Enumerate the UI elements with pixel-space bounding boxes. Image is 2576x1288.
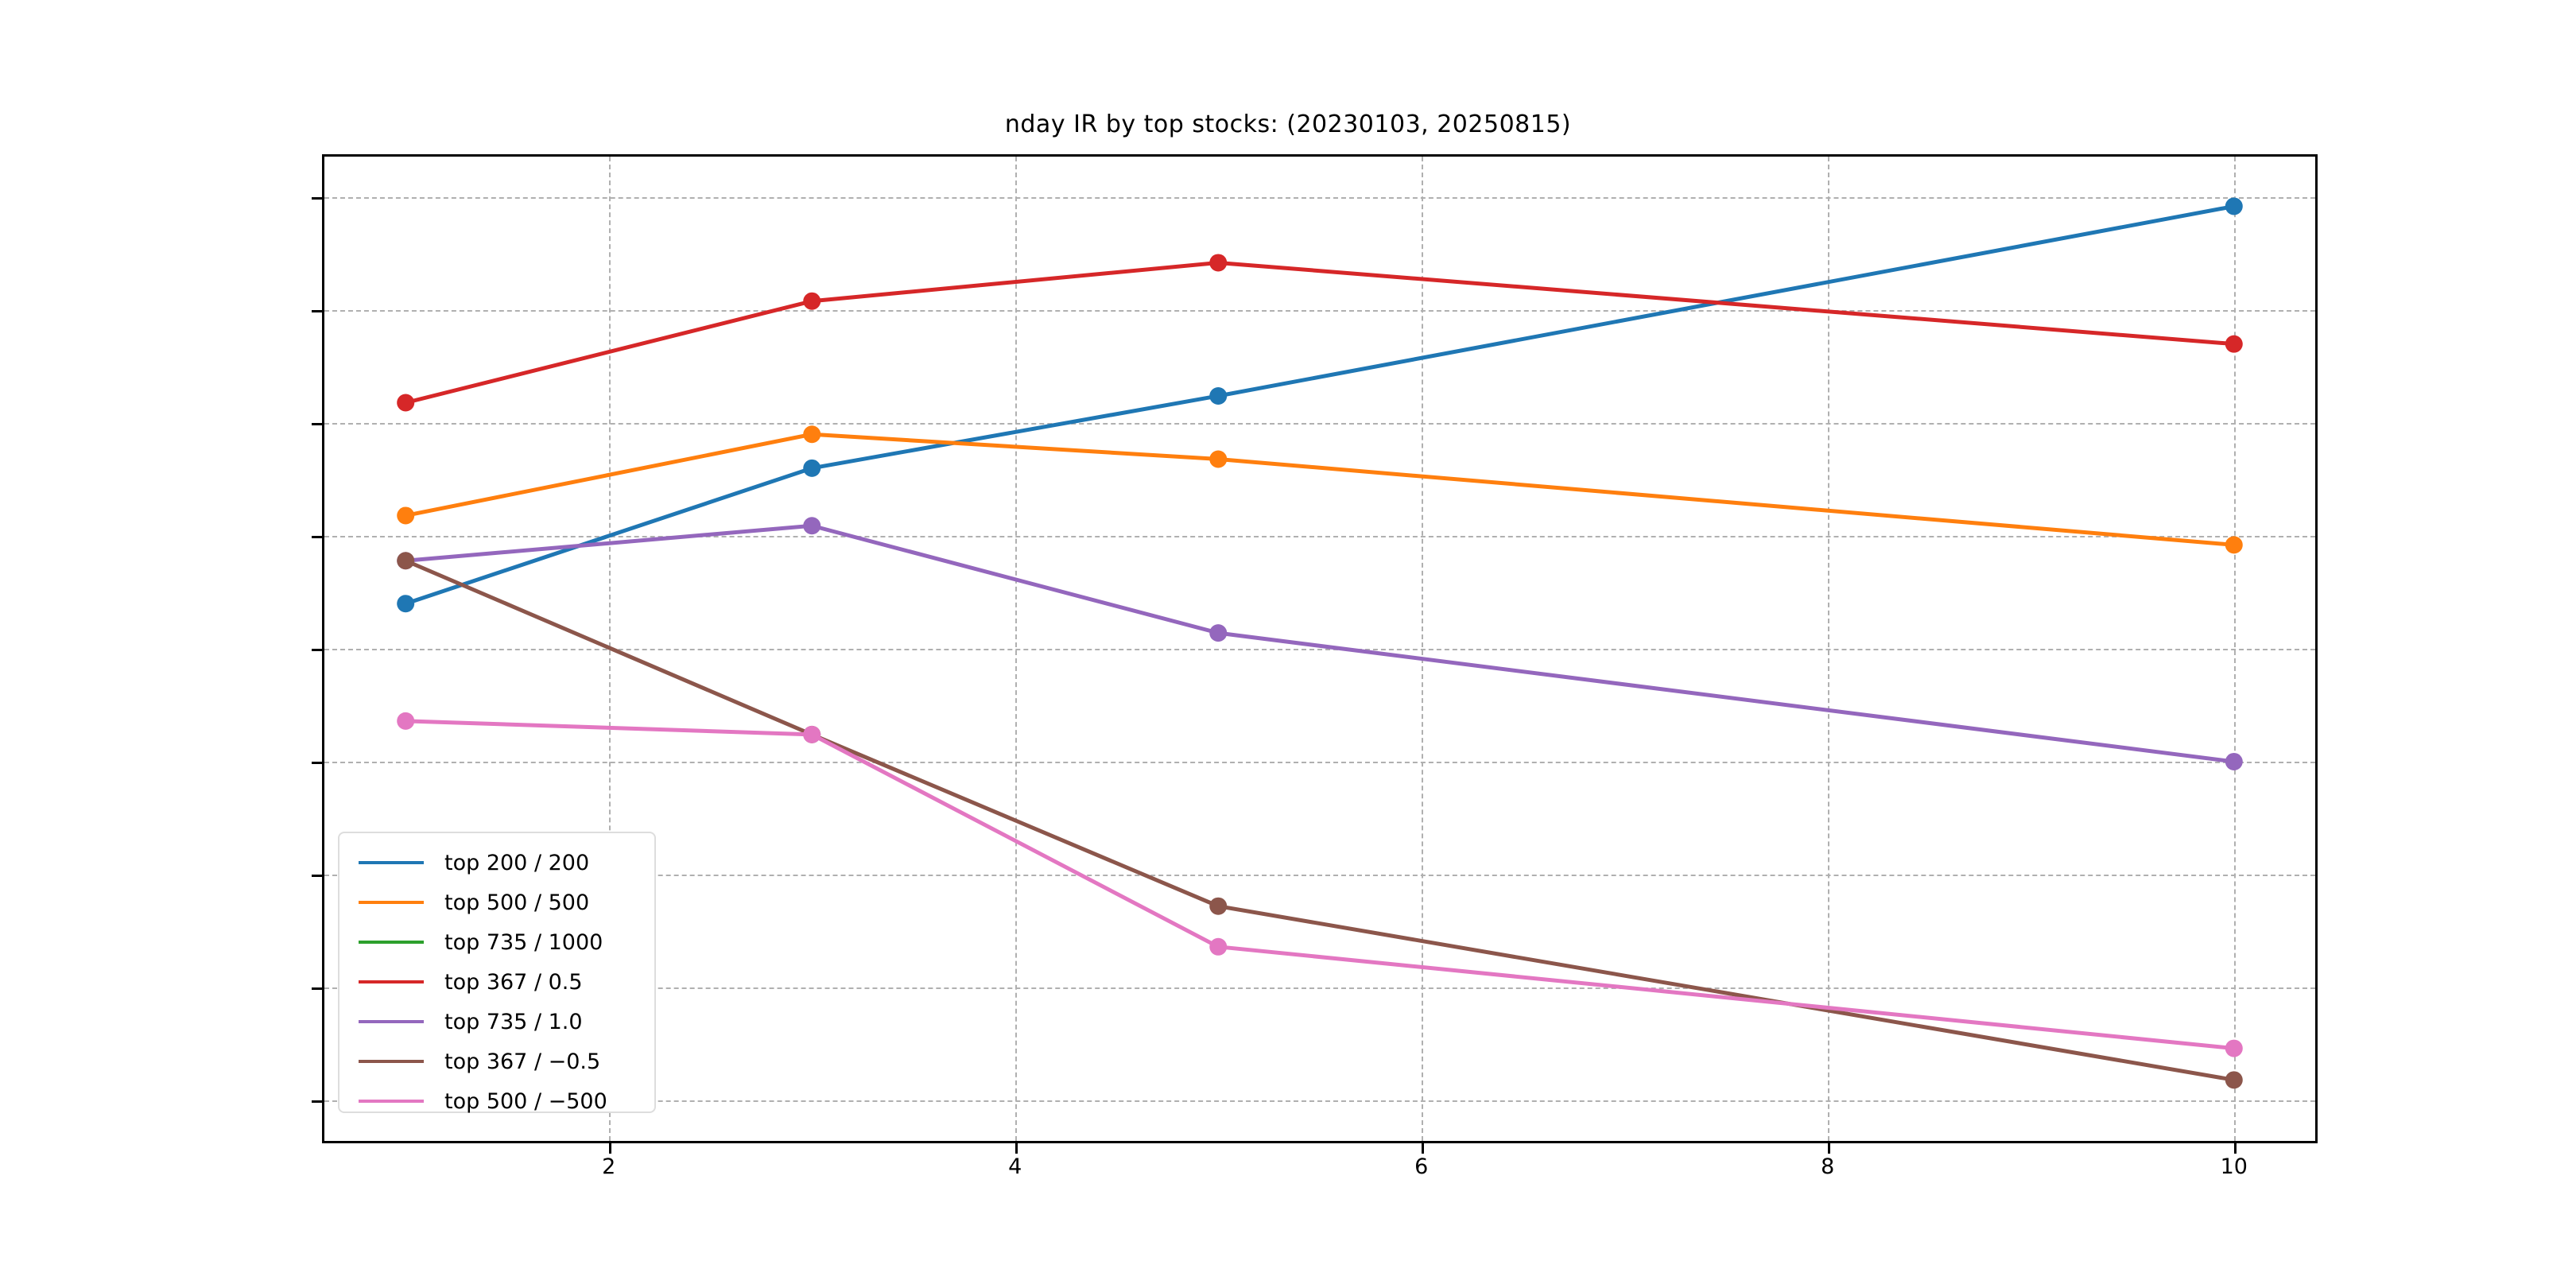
gridline-x-8 — [1827, 157, 1829, 1141]
legend-item-label: top 367 / 0.5 — [444, 969, 583, 995]
x-tick-mark — [608, 1143, 611, 1154]
x-tick-label: 10 — [2220, 1154, 2248, 1179]
legend-item[interactable]: top 735 / 1.0 — [351, 1002, 643, 1042]
legend-color-swatch — [359, 1100, 424, 1103]
legend-color-swatch — [359, 980, 424, 983]
y-tick-mark — [312, 536, 322, 539]
data-point-marker — [2225, 1071, 2243, 1089]
gridline-y-0.5 — [324, 536, 2315, 538]
series-4 — [397, 517, 2243, 770]
legend-item-label: top 367 / −0.5 — [444, 1049, 601, 1074]
series-1 — [397, 425, 2243, 554]
data-point-marker — [397, 506, 415, 525]
gridline-x-6 — [1421, 157, 1423, 1141]
data-point-marker — [397, 394, 415, 412]
data-point-marker — [1209, 624, 1228, 642]
legend-color-swatch — [359, 941, 424, 944]
y-tick-mark — [312, 310, 322, 313]
gridline-y--2.0 — [324, 1100, 2315, 1102]
series-line — [405, 206, 2234, 603]
data-point-marker — [1209, 450, 1228, 468]
x-tick-label: 6 — [1414, 1154, 1429, 1179]
data-point-marker — [1209, 386, 1228, 405]
y-tick-mark — [312, 761, 322, 764]
series-6 — [397, 712, 2243, 1057]
gridline-x-10 — [2233, 157, 2236, 1141]
x-tick-mark — [1827, 1143, 1830, 1154]
data-point-marker — [2225, 197, 2243, 215]
gridline-y-1.5 — [324, 310, 2315, 312]
chart-title: nday IR by top stocks: (20230103, 202508… — [1004, 111, 1572, 138]
y-tick-mark — [312, 874, 322, 877]
x-tick-label: 2 — [602, 1154, 616, 1179]
legend-color-swatch — [359, 1060, 424, 1063]
series-5 — [397, 552, 2243, 1089]
data-point-marker — [397, 595, 415, 613]
data-point-marker — [803, 292, 821, 310]
series-line — [405, 561, 2234, 1080]
data-point-marker — [397, 552, 415, 570]
data-point-marker — [2225, 752, 2243, 770]
series-line — [405, 434, 2234, 545]
x-tick-mark — [1421, 1143, 1424, 1154]
gridline-y--0.5 — [324, 761, 2315, 763]
data-point-marker — [803, 425, 821, 444]
x-tick-label: 4 — [1008, 1154, 1022, 1179]
data-point-marker — [2225, 335, 2243, 353]
x-tick-label: 8 — [1821, 1154, 1835, 1179]
y-tick-mark — [312, 1100, 322, 1103]
plot-inner — [324, 157, 2315, 1141]
gridline-y--1.0 — [324, 874, 2315, 876]
legend-color-swatch — [359, 901, 424, 904]
legend-item-label: top 500 / −500 — [444, 1088, 607, 1114]
legend-color-swatch — [359, 1020, 424, 1023]
legend-item[interactable]: top 200 / 200 — [351, 843, 643, 883]
data-point-marker — [803, 459, 821, 477]
gridline-x-4 — [1014, 157, 1017, 1141]
x-tick-mark — [1014, 1143, 1018, 1154]
legend-item[interactable]: top 500 / −500 — [351, 1081, 643, 1121]
series-line — [405, 262, 2234, 402]
gridline-y-2.0 — [324, 197, 2315, 200]
data-point-marker — [2225, 1039, 2243, 1057]
y-tick-mark — [312, 987, 322, 990]
series-3 — [397, 254, 2243, 412]
legend-item-label: top 500 / 500 — [444, 890, 590, 915]
chart-legend: top 200 / 200 top 500 / 500 top 735 / 1000… — [338, 832, 656, 1114]
data-point-marker — [2225, 536, 2243, 554]
legend-item-label: top 200 / 200 — [444, 850, 590, 875]
data-point-marker — [1209, 897, 1228, 915]
plot-area — [322, 154, 2318, 1143]
data-point-marker — [803, 725, 821, 743]
series-lines — [397, 197, 2243, 1089]
legend-item[interactable]: top 500 / 500 — [351, 883, 643, 922]
series-line — [405, 526, 2234, 762]
x-tick-mark — [2233, 1143, 2237, 1154]
data-point-marker — [1209, 254, 1228, 272]
legend-item-label: top 735 / 1000 — [444, 929, 603, 955]
data-point-marker — [1209, 937, 1228, 956]
y-tick-mark — [312, 649, 322, 651]
gridline-y-1.0 — [324, 423, 2315, 425]
legend-item[interactable]: top 735 / 1000 — [351, 922, 643, 962]
y-tick-mark — [312, 423, 322, 426]
series-0 — [397, 197, 2243, 613]
y-tick-mark — [312, 197, 322, 200]
gridline-y--1.5 — [324, 987, 2315, 989]
series-line — [405, 721, 2234, 1049]
legend-item[interactable]: top 367 / 0.5 — [351, 962, 643, 1002]
legend-color-swatch — [359, 861, 424, 864]
data-point-marker — [397, 712, 415, 730]
gridline-y-0.0 — [324, 649, 2315, 650]
legend-item-label: top 735 / 1.0 — [444, 1009, 583, 1034]
data-point-marker — [803, 517, 821, 535]
legend-item[interactable]: top 367 / −0.5 — [351, 1042, 643, 1081]
